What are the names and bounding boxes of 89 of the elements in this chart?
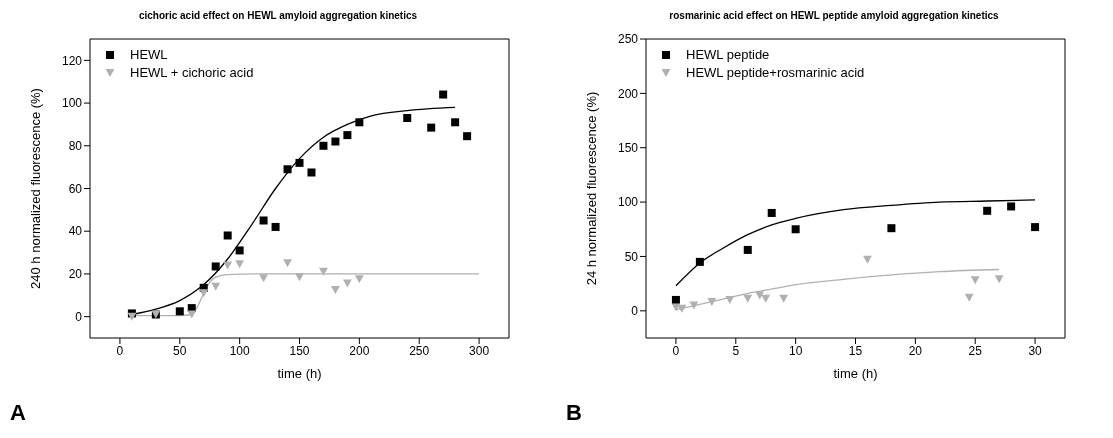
x-tick-label: 150 bbox=[289, 343, 310, 358]
point bbox=[767, 208, 776, 217]
point bbox=[755, 291, 765, 300]
point bbox=[791, 225, 800, 234]
legend-label: HEWL peptide+rosmarinic acid bbox=[686, 64, 865, 82]
point bbox=[451, 118, 460, 127]
point bbox=[695, 257, 704, 266]
x-tick-label: 300 bbox=[469, 343, 490, 358]
y-axis-title: 24 h normalized fluorescence (%) bbox=[583, 91, 599, 286]
point bbox=[779, 294, 789, 303]
point bbox=[863, 255, 872, 264]
point bbox=[354, 275, 364, 284]
y-tick-label: 100 bbox=[61, 96, 83, 111]
y-tick-label: 120 bbox=[61, 53, 83, 68]
point bbox=[994, 275, 1004, 284]
point bbox=[259, 274, 268, 283]
y-tick-label: 80 bbox=[68, 139, 83, 154]
x-tick-label: 15 bbox=[848, 343, 863, 358]
y-tick-label: 0 bbox=[631, 304, 639, 319]
x-tick-label: 5 bbox=[732, 343, 740, 358]
y-tick-label: 40 bbox=[68, 224, 83, 239]
point bbox=[223, 261, 233, 270]
text: A bbox=[10, 400, 26, 426]
point bbox=[403, 114, 412, 123]
x-tick-label: 20 bbox=[908, 343, 923, 358]
point bbox=[331, 285, 340, 294]
x-tick-label: 50 bbox=[173, 343, 187, 358]
x-tick-label: 0 bbox=[116, 343, 124, 358]
point bbox=[235, 260, 245, 269]
point bbox=[343, 131, 352, 140]
y-tick-label: 0 bbox=[75, 309, 83, 324]
point bbox=[707, 298, 717, 307]
point bbox=[761, 294, 771, 303]
point bbox=[211, 282, 221, 291]
x-tick-label: 25 bbox=[968, 343, 983, 358]
point bbox=[964, 293, 974, 302]
point bbox=[295, 273, 304, 282]
y-tick-label: 200 bbox=[617, 86, 639, 101]
point bbox=[743, 245, 752, 254]
point bbox=[355, 118, 364, 127]
chart-title: cichoric acid effect on HEWL amyloid aggregation kinetics bbox=[137, 10, 419, 21]
point bbox=[1031, 223, 1040, 232]
x-tick-label: 200 bbox=[349, 343, 370, 358]
y-tick-label: 50 bbox=[624, 249, 639, 264]
legend-label: HEWL bbox=[130, 46, 168, 64]
y-tick-label: 250 bbox=[617, 32, 639, 47]
point bbox=[283, 259, 292, 268]
point bbox=[307, 168, 316, 177]
point bbox=[970, 276, 980, 285]
x-axis-title: time (h) bbox=[277, 366, 322, 381]
point bbox=[223, 231, 232, 240]
point bbox=[743, 294, 753, 303]
x-tick-label: 10 bbox=[788, 343, 803, 358]
text: B bbox=[566, 400, 582, 426]
point bbox=[235, 246, 244, 255]
line-series bbox=[675, 199, 1036, 287]
point bbox=[887, 224, 896, 233]
legend-label: HEWL + cichoric acid bbox=[130, 64, 254, 82]
point bbox=[295, 158, 304, 167]
x-axis-title: time (h) bbox=[833, 366, 878, 381]
point bbox=[463, 132, 472, 141]
point bbox=[1007, 202, 1016, 211]
y-tick-label: 100 bbox=[617, 195, 639, 210]
point bbox=[677, 304, 687, 313]
y-tick-label: 20 bbox=[68, 267, 83, 282]
point bbox=[439, 90, 448, 99]
point bbox=[211, 262, 220, 271]
y-tick-label: 60 bbox=[68, 181, 83, 196]
point bbox=[319, 267, 328, 276]
point bbox=[271, 222, 280, 231]
x-tick-label: 30 bbox=[1028, 343, 1043, 358]
x-tick-label: 100 bbox=[229, 343, 250, 358]
point bbox=[259, 216, 268, 225]
point bbox=[175, 307, 184, 316]
point bbox=[283, 165, 292, 174]
y-tick-label: 150 bbox=[617, 140, 639, 155]
point bbox=[427, 123, 436, 132]
x-tick-label: 250 bbox=[409, 343, 430, 358]
point bbox=[983, 206, 992, 215]
point bbox=[689, 301, 699, 310]
x-tick-label: 0 bbox=[672, 343, 680, 358]
y-axis-title: 240 h normalized fluorescence (%) bbox=[27, 88, 43, 289]
point bbox=[725, 295, 735, 304]
point bbox=[331, 137, 340, 146]
chart-title: rosmarinic acid effect on HEWL peptide amyloid aggregation kinetics bbox=[668, 10, 1000, 21]
legend-label: HEWL peptide bbox=[686, 46, 770, 64]
point bbox=[199, 289, 209, 298]
point bbox=[319, 141, 328, 150]
point bbox=[671, 295, 680, 304]
